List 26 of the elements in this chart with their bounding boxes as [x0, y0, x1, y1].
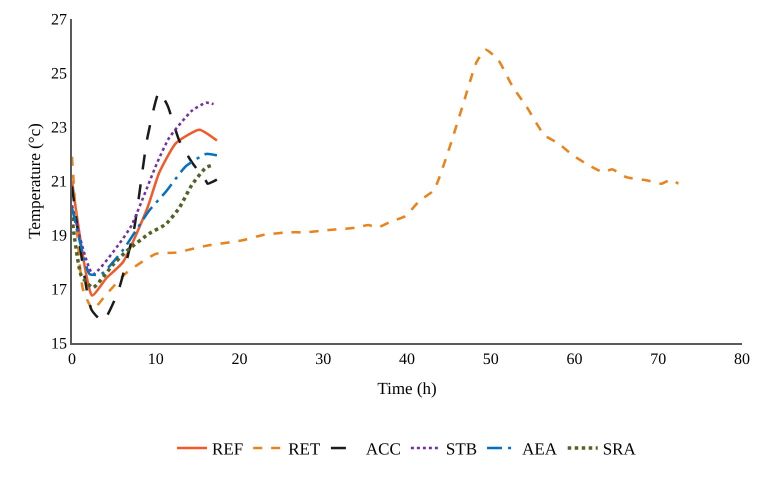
- x-tick-label: 20: [232, 350, 248, 368]
- y-axis-title: Temperature (°c): [25, 123, 44, 239]
- x-tick-label: 40: [399, 350, 415, 368]
- legend-label: ACC: [366, 440, 401, 459]
- x-tick-label: 30: [315, 350, 332, 368]
- y-tick-label: 25: [51, 66, 68, 83]
- x-tick-label: 70: [650, 350, 666, 368]
- line-series: [72, 152, 218, 276]
- x-axis-title: Time (h): [377, 378, 437, 398]
- x-tick-label: 10: [148, 350, 164, 368]
- legend-label: AEA: [522, 440, 558, 459]
- legend-label: SRA: [602, 440, 637, 459]
- x-tick-label: 0: [68, 350, 76, 368]
- legend-label: REF: [212, 440, 244, 459]
- x-tick-label: 80: [734, 350, 750, 368]
- y-tick-label: 19: [51, 228, 68, 245]
- y-tick-label: 15: [51, 336, 68, 353]
- legend-label: RET: [288, 440, 321, 459]
- y-tick-label: 27: [51, 12, 68, 29]
- y-tick-label: 17: [51, 282, 68, 299]
- y-tick-label: 23: [51, 120, 68, 137]
- y-tick-label: 21: [51, 174, 68, 191]
- legend-label: STB: [446, 440, 478, 459]
- line-series: [72, 101, 215, 276]
- x-tick-label: 50: [482, 350, 499, 368]
- x-tick-label: 60: [566, 350, 582, 368]
